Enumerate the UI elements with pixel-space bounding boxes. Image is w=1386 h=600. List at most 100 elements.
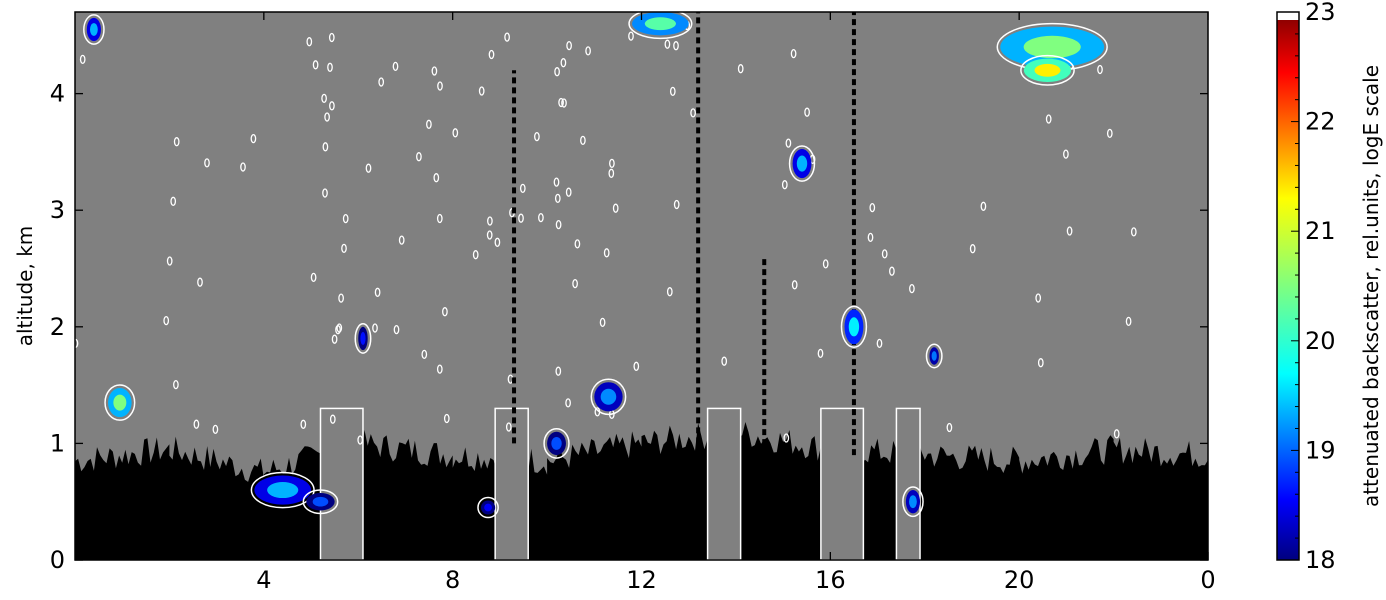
speckle bbox=[534, 131, 540, 142]
clear-gap-contour bbox=[494, 407, 529, 560]
y-tick-label: 4 bbox=[50, 80, 65, 108]
speckle bbox=[881, 249, 888, 259]
colorbar-max-cap bbox=[1277, 12, 1299, 20]
speckle bbox=[690, 108, 696, 118]
speckle bbox=[555, 219, 562, 230]
speckle bbox=[341, 243, 347, 254]
speckle bbox=[487, 216, 493, 226]
clear-gap bbox=[320, 408, 363, 560]
speckle bbox=[433, 173, 440, 183]
speckle bbox=[612, 203, 619, 213]
speckle bbox=[1130, 227, 1137, 237]
speckle bbox=[518, 213, 524, 223]
feature-contour bbox=[840, 305, 868, 349]
speckle bbox=[553, 177, 560, 187]
speckle bbox=[560, 58, 567, 68]
speckle bbox=[342, 213, 349, 224]
x-tick-label: 4 bbox=[256, 566, 271, 594]
speckle bbox=[1106, 128, 1113, 139]
feature-contour bbox=[477, 496, 499, 519]
speckle bbox=[1097, 64, 1103, 75]
speckle bbox=[909, 283, 915, 294]
speckle bbox=[783, 433, 790, 443]
speckle bbox=[603, 248, 610, 258]
speckle bbox=[673, 199, 680, 210]
feature-contour bbox=[83, 14, 105, 45]
feature-contour bbox=[302, 489, 339, 515]
speckle bbox=[628, 31, 634, 41]
feature-core bbox=[484, 503, 492, 512]
aerosol-features bbox=[83, 12, 1108, 519]
colorbar-tick-label: 22 bbox=[1305, 108, 1336, 136]
speckle bbox=[817, 348, 824, 359]
speckle bbox=[1035, 293, 1042, 303]
speckle bbox=[558, 97, 564, 108]
speckle bbox=[393, 324, 400, 335]
speckle bbox=[555, 366, 562, 376]
speckle bbox=[781, 180, 788, 190]
feature-core bbox=[931, 351, 937, 361]
speckle bbox=[666, 287, 673, 297]
feature-core bbox=[1034, 63, 1061, 77]
speckle bbox=[608, 168, 615, 178]
speckle bbox=[443, 413, 450, 424]
speckle bbox=[416, 152, 422, 162]
y-tick-label: 2 bbox=[50, 313, 65, 341]
speckle bbox=[327, 62, 333, 72]
colorbar-ticks: 18 19 20 21 22 23 bbox=[1291, 0, 1336, 574]
colorbar-frame bbox=[1276, 11, 1300, 561]
speckle bbox=[163, 315, 170, 326]
speckle bbox=[889, 266, 895, 276]
speckle bbox=[372, 323, 378, 333]
speckle bbox=[250, 133, 257, 144]
speckle bbox=[664, 39, 671, 49]
colorbar-tick-label: 23 bbox=[1305, 0, 1336, 26]
speckle bbox=[486, 230, 493, 240]
speckle bbox=[980, 201, 987, 211]
speckle bbox=[310, 272, 317, 283]
speckle bbox=[426, 119, 432, 129]
speckle bbox=[785, 138, 792, 148]
speckle bbox=[322, 142, 329, 152]
speckle bbox=[173, 137, 180, 147]
speckle bbox=[378, 77, 385, 87]
colorbar: 18 19 20 21 22 23 attenuated backscatter, rel… bbox=[1276, 0, 1383, 574]
speckle bbox=[822, 259, 829, 269]
feature-core bbox=[1023, 35, 1081, 59]
feature-core bbox=[89, 23, 98, 36]
speckle bbox=[374, 287, 381, 297]
speckle bbox=[431, 66, 438, 76]
speckle bbox=[869, 202, 876, 213]
speckle bbox=[566, 40, 572, 51]
speckle bbox=[436, 213, 443, 224]
speckle bbox=[204, 158, 210, 168]
feature-core bbox=[600, 388, 617, 405]
feature-core bbox=[644, 17, 676, 31]
speckle bbox=[633, 361, 640, 371]
feature-contour bbox=[354, 323, 372, 354]
speckle bbox=[212, 424, 219, 435]
feature-core bbox=[113, 394, 127, 411]
speckle bbox=[1125, 316, 1132, 327]
speckle bbox=[328, 32, 335, 43]
speckle bbox=[322, 188, 328, 198]
x-tick-label: 0 bbox=[1200, 566, 1215, 594]
colorbar-tick-label: 20 bbox=[1305, 327, 1336, 355]
clear-gap bbox=[896, 408, 921, 560]
speckle bbox=[1066, 226, 1073, 236]
speckle bbox=[519, 183, 526, 194]
clear-gap-contour bbox=[895, 407, 921, 560]
colorbar-tick-label: 19 bbox=[1305, 436, 1336, 464]
x-axis: 4 8 12 16 20 0 bbox=[256, 12, 1216, 594]
feature-contour bbox=[1020, 54, 1075, 86]
speckle bbox=[79, 54, 86, 65]
plot-area bbox=[75, 12, 1208, 560]
speckle bbox=[574, 239, 581, 249]
speckle bbox=[572, 278, 578, 289]
speckle bbox=[946, 422, 953, 433]
speckle bbox=[306, 37, 313, 47]
speckle bbox=[398, 235, 405, 245]
speckle bbox=[437, 81, 443, 91]
